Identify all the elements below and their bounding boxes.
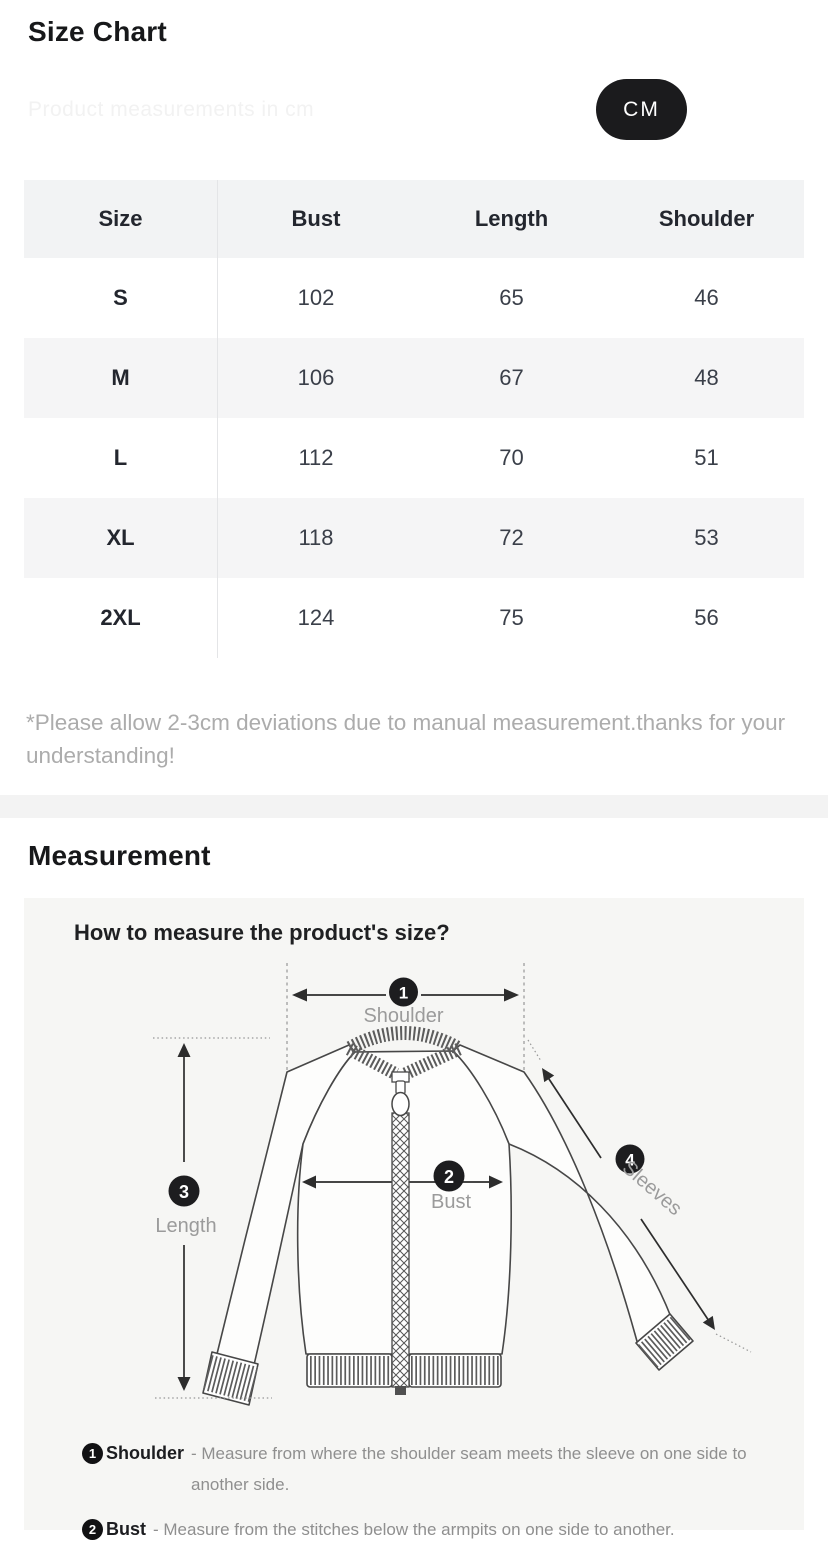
size-table-header: Size Bust Length Shoulder (24, 180, 804, 258)
column-header-shoulder: Shoulder (658, 206, 755, 231)
jacket-illustration (202, 1044, 694, 1406)
cell-size-value: XL (24, 498, 218, 578)
measure-note-description: - Measure from where the shoulder seam m… (191, 1444, 747, 1494)
cell-measurement-value: 51 (694, 445, 719, 470)
cell-measurement-value: 118 (298, 525, 334, 550)
cell-measurement-value: 56 (694, 605, 719, 630)
sleeves-label: Sleeves (618, 1157, 686, 1220)
section-divider (0, 795, 828, 818)
badge-1-shoulder (389, 977, 418, 1007)
column-header-size: Size (24, 180, 218, 258)
cell-measurement-value: 53 (694, 525, 719, 550)
cell-measurement-value: 48 (694, 365, 719, 390)
cell-measurement-value: 112 (298, 445, 334, 470)
table-row: M 106 67 48 (24, 338, 804, 418)
cell-measurement-value: 75 (499, 605, 524, 630)
size-table: Size Bust Length Shoulder S 102 65 46 M 106 67… (24, 180, 804, 658)
zipper (391, 1071, 410, 1395)
jacket-ribbing (202, 1026, 692, 1402)
cell-measurement-value: 70 (499, 445, 524, 470)
cell-measurement-value: 67 (499, 365, 524, 390)
badge-3-length (168, 1175, 200, 1207)
badge-4-sleeves (615, 1144, 645, 1174)
badge-4-number: 4 (625, 1151, 635, 1170)
measurement-disclaimer: *Please allow 2-3cm deviations due to ma… (26, 710, 786, 768)
length-label: Length (155, 1215, 216, 1237)
measure-note: 1 Shoulder - Measure from where the should… (82, 1438, 788, 1500)
cell-size-value: L (24, 418, 218, 498)
measurement-card: How to measure the product's size? (24, 898, 804, 1540)
cell-measurement-value: 46 (694, 285, 719, 310)
length-arrow (177, 1043, 191, 1391)
number-badge-icon: 1 (82, 1443, 103, 1464)
cell-measurement-value: 72 (499, 525, 524, 550)
ghost-text: Product measurements in cm (28, 98, 315, 121)
measurement-diagram: 1 Shoulder 2 Bust 3 Length 4 Sleeves (153, 963, 752, 1406)
measure-instructions: 1 Shoulder - Measure from where the should… (82, 1438, 788, 1545)
column-header-length: Length (474, 206, 549, 231)
measurement-title: Measurement (28, 840, 211, 871)
cell-size-value: S (24, 258, 218, 338)
unit-toggle-cm-button[interactable]: CM (596, 79, 687, 140)
cell-measurement-value: 65 (499, 285, 524, 310)
table-row: S 102 65 46 (24, 258, 804, 338)
badge-2-number: 2 (444, 1167, 454, 1187)
badge-3-number: 3 (179, 1182, 189, 1202)
cell-size-value: M (24, 338, 218, 418)
measure-guides (153, 963, 752, 1399)
measure-note-label: Shoulder (106, 1443, 185, 1463)
badge-1-number: 1 (399, 984, 408, 1003)
cell-measurement-value: 106 (297, 365, 335, 390)
column-header-bust: Bust (291, 206, 341, 231)
bust-label: Bust (431, 1191, 471, 1213)
table-row: 2XL 124 75 56 (24, 578, 804, 658)
size-chart-title: Size Chart (28, 16, 167, 47)
cell-size-value: 2XL (24, 578, 218, 658)
shoulder-arrow (292, 988, 519, 1002)
shoulder-label: Shoulder (363, 1005, 443, 1027)
table-row: L 112 70 51 (24, 418, 804, 498)
cell-measurement-value: 102 (297, 285, 335, 310)
cell-measurement-value: 124 (297, 605, 335, 630)
table-row: XL 118 72 53 (24, 498, 804, 578)
diagram-title: How to measure the product's size? (74, 920, 450, 945)
sleeves-arrow (542, 1068, 715, 1330)
badge-2-bust (433, 1160, 465, 1192)
